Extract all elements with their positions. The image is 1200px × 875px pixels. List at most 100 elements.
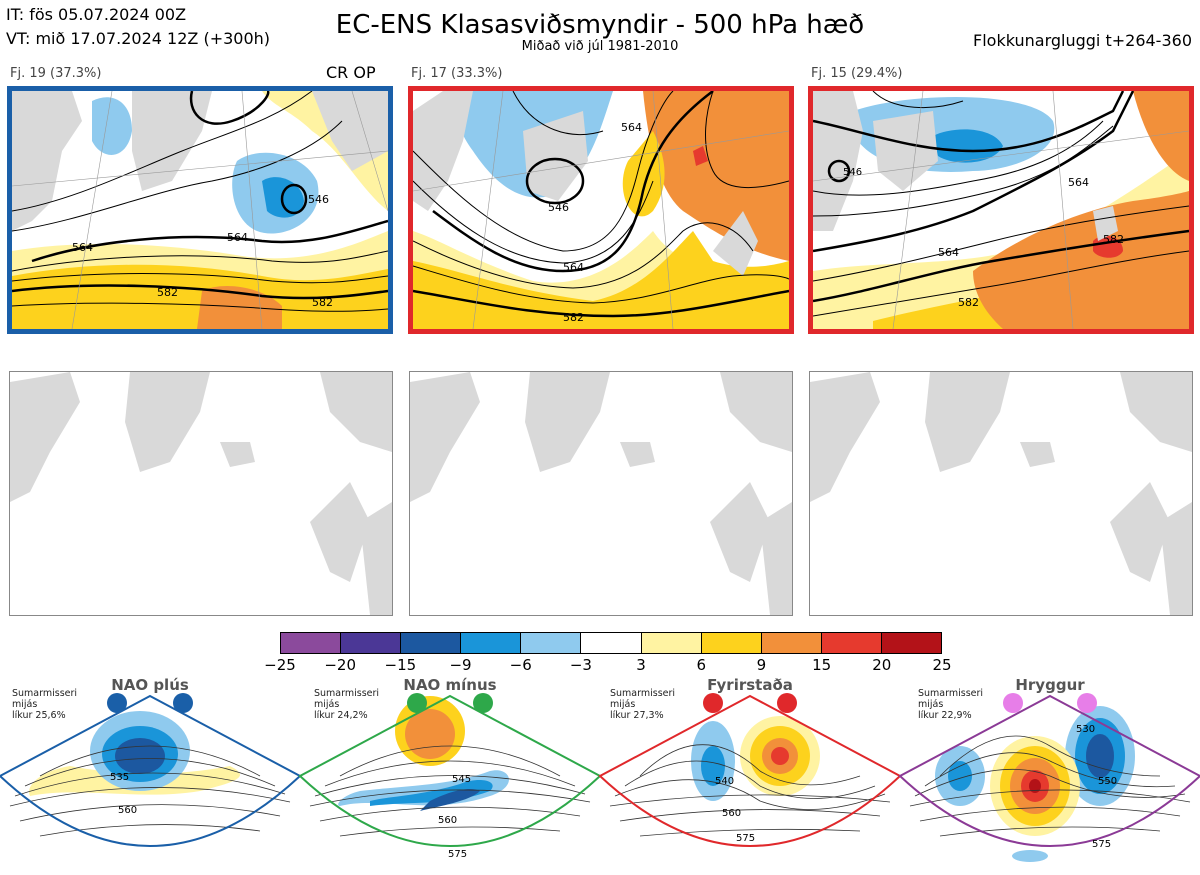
colorbar-tick-label: −9 xyxy=(449,656,472,674)
colorbar-tick-label: 25 xyxy=(932,656,952,674)
colorbar xyxy=(280,632,942,654)
empty-map-3-svg xyxy=(810,372,1192,615)
colorbar-segment xyxy=(821,633,882,653)
cluster-2-label: Fj. 17 (33.3%) xyxy=(411,66,503,81)
contour-label: 582 xyxy=(958,296,979,309)
regime-dot-icon xyxy=(777,693,797,713)
regime-dot-icon xyxy=(173,693,193,713)
cluster-1-label: Fj. 19 (37.3%) xyxy=(10,66,102,81)
classification-window: Flokkunargluggi t+264-360 xyxy=(973,31,1192,50)
contour-label: 564 xyxy=(227,231,248,244)
regime-dot-icon xyxy=(1077,693,1097,713)
empty-map-1-svg xyxy=(10,372,392,615)
contour-label: 582 xyxy=(563,311,584,324)
regime-dot-icon xyxy=(1003,693,1023,713)
regime-contour-label: 560 xyxy=(438,815,457,826)
regime-note-nao-minus: Sumarmisseri mijás líkur 24,2% xyxy=(314,688,379,721)
regime-note-line: mijás xyxy=(918,699,944,710)
regime-contour-label: 550 xyxy=(1098,776,1117,787)
contour-label: 564 xyxy=(938,246,959,259)
cluster-map-3: 546 564 582 582 564 xyxy=(808,86,1194,334)
cluster-map-1-svg: 564 582 564 582 546 xyxy=(12,91,388,329)
regime-contour-label: 575 xyxy=(448,849,467,860)
regime-title-nao-minus: NAO mínus xyxy=(403,676,497,694)
colorbar-segment xyxy=(461,633,522,653)
regime-row-svg: 535 560 545 560 575 xyxy=(0,693,1200,862)
regime-blocking-map: 540 560 575 xyxy=(598,693,902,847)
colorbar-tick-label: 20 xyxy=(872,656,892,674)
regime-contour-label: 540 xyxy=(715,776,734,787)
regime-dot-icon xyxy=(703,693,723,713)
contour-label: 564 xyxy=(621,121,642,134)
page-subtitle: Miðað við júl 1981-2010 xyxy=(521,39,679,54)
colorbar-tick-label: −15 xyxy=(384,656,417,674)
regime-note-line: líkur 25,6% xyxy=(12,710,66,721)
contour-label: 582 xyxy=(312,296,333,309)
contour-label: 546 xyxy=(548,201,569,214)
regime-note-line: mijás xyxy=(314,699,340,710)
colorbar-segment xyxy=(521,633,582,653)
contour-label: 546 xyxy=(843,167,862,178)
contour-label: 582 xyxy=(157,286,178,299)
cluster-map-3-svg: 546 564 582 582 564 xyxy=(813,91,1189,329)
regime-note-ridge: Sumarmisseri mijás líkur 22,9% xyxy=(918,688,983,721)
regime-note-line: Sumarmisseri xyxy=(918,688,984,699)
regime-ridge-map: 530 550 575 xyxy=(898,693,1200,862)
regime-note-line: líkur 22,9% xyxy=(918,710,972,721)
colorbar-tick-label: 9 xyxy=(756,656,767,674)
cluster-map-2: 546 564 582 564 xyxy=(408,86,794,334)
colorbar-segment xyxy=(401,633,462,653)
regime-contour-label: 560 xyxy=(118,805,137,816)
colorbar-tick-label: −25 xyxy=(264,656,296,674)
regime-note-nao-plus: Sumarmisseri mijás líkur 25,6% xyxy=(12,688,77,721)
regime-nao-minus-map: 545 560 575 xyxy=(298,693,602,860)
regime-contour-label: 545 xyxy=(452,774,471,785)
cluster-map-2-svg: 546 564 582 564 xyxy=(413,91,789,329)
cluster-1-tag: CR OP xyxy=(326,63,376,82)
colorbar-tick-label: −3 xyxy=(569,656,592,674)
regime-row: 535 560 545 560 575 xyxy=(0,676,1200,871)
empty-map-3 xyxy=(809,371,1193,616)
init-time-line: IT: fös 05.07.2024 00Z xyxy=(6,5,187,24)
valid-time-line: VT: mið 17.07.2024 12Z (+300h) xyxy=(6,29,271,48)
regime-note-line: Sumarmisseri xyxy=(12,688,78,699)
regime-title-ridge: Hryggur xyxy=(1015,676,1085,694)
colorbar-segment xyxy=(761,633,822,653)
regime-dot-icon xyxy=(473,693,493,713)
regime-note-line: Sumarmisseri xyxy=(610,688,676,699)
contour-label: 564 xyxy=(72,241,93,254)
colorbar-segment xyxy=(701,633,762,653)
regime-note-blocking: Sumarmisseri mijás líkur 27,3% xyxy=(610,688,675,721)
regime-dot-icon xyxy=(107,693,127,713)
colorbar-tick-label: 6 xyxy=(696,656,707,674)
contour-label: 564 xyxy=(563,261,584,274)
regime-note-line: líkur 27,3% xyxy=(610,710,664,721)
colorbar-segment xyxy=(641,633,702,653)
colorbar-tick-labels: −25 −20 −15 −9 −6 −3 3 6 9 15 20 25 xyxy=(264,656,951,676)
regime-contour-label: 575 xyxy=(736,833,755,844)
regime-note-line: líkur 24,2% xyxy=(314,710,368,721)
colorbar-segment xyxy=(881,633,942,653)
colorbar-tick-label: 3 xyxy=(636,656,646,674)
contour-label: 546 xyxy=(308,193,329,206)
colorbar-segment xyxy=(281,633,342,653)
regime-contour-label: 575 xyxy=(1092,839,1111,850)
colorbar-segment xyxy=(581,633,642,653)
empty-map-1 xyxy=(9,371,393,616)
page-title: EC-ENS Klasasviðsmyndir - 500 hPa hæð xyxy=(335,10,865,40)
colorbar-tick-label: −6 xyxy=(509,656,532,674)
regime-contour-label: 535 xyxy=(110,772,129,783)
regime-note-line: mijás xyxy=(12,699,38,710)
cluster-3-label: Fj. 15 (29.4%) xyxy=(811,66,903,81)
regime-contour-label: 530 xyxy=(1076,724,1095,735)
empty-map-2-svg xyxy=(410,372,792,615)
colorbar-tick-label: −20 xyxy=(324,656,356,674)
regime-dot-icon xyxy=(407,693,427,713)
regime-title-nao-plus: NAO plús xyxy=(111,676,189,694)
colorbar-segment xyxy=(341,633,402,653)
empty-map-2 xyxy=(409,371,793,616)
regime-nao-plus-map: 535 560 xyxy=(0,693,302,847)
regime-note-line: mijás xyxy=(610,699,636,710)
regime-note-line: Sumarmisseri xyxy=(314,688,380,699)
contour-label: 582 xyxy=(1103,233,1124,246)
